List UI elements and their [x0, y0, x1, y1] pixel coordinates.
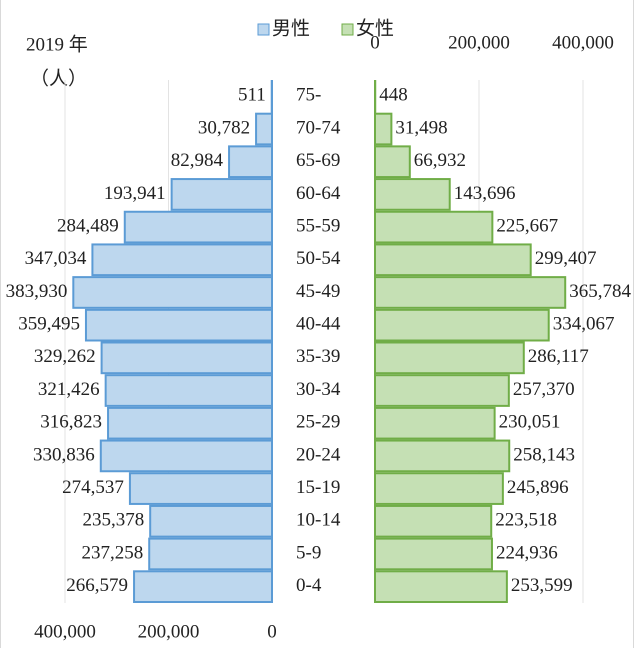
bar [374, 145, 411, 179]
x-tick-label: 0 [267, 621, 277, 642]
data-label: 321,426 [38, 379, 100, 400]
category-label: 45-49 [296, 281, 340, 302]
bar [99, 439, 273, 473]
data-label: 330,836 [33, 444, 95, 465]
category-label: 50-54 [296, 248, 341, 269]
bar [91, 243, 273, 277]
data-label: 258,143 [513, 444, 575, 465]
data-label: 66,932 [414, 150, 466, 171]
x-tick-label: 200,000 [138, 621, 200, 642]
bar [374, 439, 511, 473]
data-label: 235,378 [82, 510, 144, 531]
category-label: 70-74 [296, 117, 341, 138]
data-label: 237,258 [81, 542, 143, 563]
category-label: 30-34 [296, 379, 341, 400]
bar [104, 374, 273, 407]
bar [148, 537, 273, 571]
bar [374, 341, 525, 375]
data-label: 223,518 [495, 510, 557, 531]
bar [374, 308, 550, 342]
data-label: 225,667 [496, 215, 558, 236]
data-label: 365,784 [569, 281, 631, 302]
category-label: 10-14 [296, 510, 341, 531]
bar [374, 570, 508, 603]
category-label: 15-19 [296, 477, 340, 498]
bar [374, 374, 510, 407]
bar [374, 178, 451, 211]
data-label: 334,067 [553, 314, 615, 335]
bar [100, 341, 273, 375]
bar [123, 210, 273, 244]
data-label: 30,782 [198, 117, 250, 138]
bar [228, 145, 274, 179]
category-label: 0-4 [296, 575, 322, 596]
data-label: 329,262 [34, 346, 96, 367]
x2-tick-label: 400,000 [552, 32, 614, 53]
data-label: 316,823 [40, 412, 102, 433]
data-label: 82,984 [171, 150, 224, 171]
category-label: 40-44 [296, 314, 341, 335]
bar [374, 210, 494, 244]
bar [374, 537, 493, 571]
category-label: 55-59 [296, 215, 340, 236]
data-label: 224,936 [496, 542, 558, 563]
bar [170, 178, 273, 211]
axis-unit: （人） [30, 67, 87, 89]
data-label: 383,930 [6, 281, 68, 302]
data-label: 299,407 [535, 248, 597, 269]
category-label: 35-39 [296, 346, 340, 367]
data-label: 230,051 [499, 412, 561, 433]
data-label: 284,489 [57, 215, 119, 236]
bar [374, 504, 493, 538]
category-label: 5-9 [296, 542, 321, 563]
bar [133, 570, 273, 603]
data-label: 448 [379, 85, 408, 106]
bar [374, 243, 532, 277]
bar [374, 406, 496, 440]
legend-swatch [257, 23, 270, 36]
x-tick-label: 400,000 [34, 621, 96, 642]
data-label: 253,599 [511, 575, 573, 596]
bar [374, 276, 567, 309]
bar [107, 406, 273, 440]
bar [72, 276, 273, 309]
bar [149, 504, 273, 538]
data-label: 359,495 [18, 314, 80, 335]
data-label: 274,537 [62, 477, 124, 498]
category-label: 25-29 [296, 412, 340, 433]
x2-tick-label: 0 [370, 32, 380, 53]
legend-label: 女性 [356, 17, 394, 39]
data-label: 193,941 [104, 183, 166, 204]
legend-label: 男性 [272, 17, 310, 39]
category-label: 60-64 [296, 183, 341, 204]
data-label: 245,896 [507, 477, 569, 498]
bar [374, 472, 504, 505]
chart-title: 2019 年 [26, 33, 88, 55]
data-label: 347,034 [25, 248, 87, 269]
bar [255, 112, 273, 146]
data-label: 511 [238, 85, 266, 106]
category-label: 65-69 [296, 150, 340, 171]
category-label: 75- [296, 85, 321, 106]
bar [374, 112, 393, 146]
data-label: 257,370 [513, 379, 575, 400]
data-label: 286,117 [528, 346, 589, 367]
x2-tick-label: 200,000 [448, 32, 510, 53]
bar [128, 472, 273, 505]
data-label: 143,696 [454, 183, 516, 204]
data-label: 31,498 [395, 117, 447, 138]
category-label: 20-24 [296, 444, 341, 465]
legend-swatch [341, 23, 354, 36]
data-label: 266,579 [66, 575, 128, 596]
bar [84, 308, 273, 342]
